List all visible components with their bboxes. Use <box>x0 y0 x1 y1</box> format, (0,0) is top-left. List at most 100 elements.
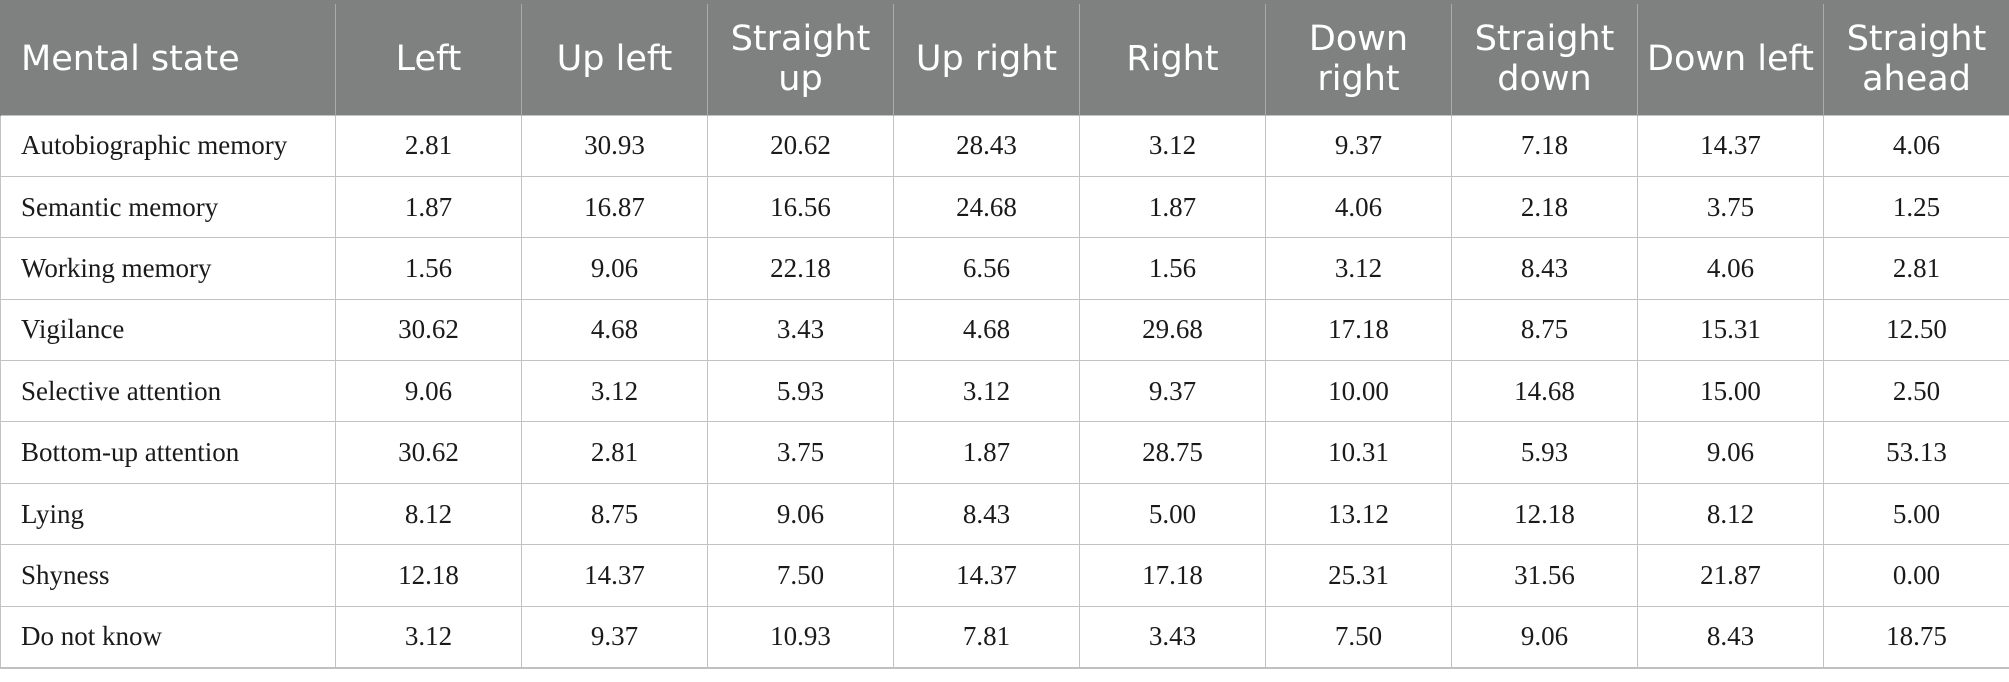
table-cell: 9.06 <box>707 482 894 546</box>
table-row: Bottom-up attention 30.62 2.81 3.75 1.87… <box>0 421 2009 484</box>
row-label: Vigilance <box>0 298 336 362</box>
table-row: Vigilance 30.62 4.68 3.43 4.68 29.68 17.… <box>0 298 2009 362</box>
table-cell: 12.18 <box>335 544 522 607</box>
header-down-left: Down left <box>1637 0 1824 115</box>
table-cell: 8.43 <box>1637 605 1824 669</box>
table-cell: 20.62 <box>707 114 894 177</box>
row-label: Autobiographic memory <box>0 114 336 177</box>
table-cell: 1.56 <box>1079 237 1266 300</box>
table-cell: 17.18 <box>1265 298 1452 362</box>
table-cell: 29.68 <box>1079 298 1266 362</box>
table-body: Autobiographic memory 2.81 30.93 20.62 2… <box>0 114 2009 669</box>
header-straight-ahead: Straight ahead <box>1823 0 2009 115</box>
table-cell: 10.93 <box>707 605 894 669</box>
table-cell: 3.75 <box>707 421 894 484</box>
table-cell: 7.81 <box>893 605 1080 669</box>
table-cell: 1.87 <box>893 421 1080 484</box>
row-label: Selective attention <box>0 360 336 423</box>
header-straight-up: Straight up <box>707 0 894 115</box>
table-cell: 8.43 <box>1451 237 1638 300</box>
table-row: Do not know 3.12 9.37 10.93 7.81 3.43 7.… <box>0 605 2009 669</box>
table-cell: 8.12 <box>1637 482 1824 546</box>
table-cell: 22.18 <box>707 237 894 300</box>
table-cell: 8.75 <box>521 482 708 546</box>
table-header: Mental state Left Up left Straight up Up… <box>0 0 2009 115</box>
table-cell: 14.37 <box>521 544 708 607</box>
table-cell: 5.00 <box>1079 482 1266 546</box>
header-right: Right <box>1079 0 1266 115</box>
table-cell: 9.37 <box>1265 114 1452 177</box>
table-cell: 24.68 <box>893 175 1080 239</box>
header-left: Left <box>335 0 522 115</box>
table-cell: 7.50 <box>1265 605 1452 669</box>
table-cell: 30.93 <box>521 114 708 177</box>
row-label: Shyness <box>0 544 336 607</box>
table-cell: 14.37 <box>893 544 1080 607</box>
table-cell: 12.18 <box>1451 482 1638 546</box>
table-cell: 8.12 <box>335 482 522 546</box>
table-cell: 10.00 <box>1265 360 1452 423</box>
header-up-left: Up left <box>521 0 708 115</box>
row-label: Do not know <box>0 605 336 669</box>
table-cell: 8.75 <box>1451 298 1638 362</box>
table-cell: 4.06 <box>1823 114 2009 177</box>
table-cell: 15.31 <box>1637 298 1824 362</box>
table-cell: 3.43 <box>1079 605 1266 669</box>
table-cell: 5.93 <box>1451 421 1638 484</box>
row-label: Working memory <box>0 237 336 300</box>
table-cell: 2.81 <box>335 114 522 177</box>
table-row: Lying 8.12 8.75 9.06 8.43 5.00 13.12 12.… <box>0 482 2009 546</box>
table-cell: 28.75 <box>1079 421 1266 484</box>
table-cell: 3.43 <box>707 298 894 362</box>
table-cell: 8.43 <box>893 482 1080 546</box>
table-cell: 16.87 <box>521 175 708 239</box>
table-cell: 3.12 <box>521 360 708 423</box>
table-cell: 28.43 <box>893 114 1080 177</box>
table-cell: 25.31 <box>1265 544 1452 607</box>
table-cell: 1.87 <box>335 175 522 239</box>
table-cell: 10.31 <box>1265 421 1452 484</box>
table-cell: 3.12 <box>893 360 1080 423</box>
table-row: Working memory 1.56 9.06 22.18 6.56 1.56… <box>0 237 2009 300</box>
header-row: Mental state Left Up left Straight up Up… <box>0 0 2009 115</box>
table-cell: 9.37 <box>1079 360 1266 423</box>
table-cell: 7.50 <box>707 544 894 607</box>
header-mental-state: Mental state <box>0 0 336 115</box>
table-cell: 12.50 <box>1823 298 2009 362</box>
table-cell: 15.00 <box>1637 360 1824 423</box>
table-cell: 4.68 <box>521 298 708 362</box>
table-cell: 30.62 <box>335 421 522 484</box>
table-cell: 4.68 <box>893 298 1080 362</box>
table-cell: 30.62 <box>335 298 522 362</box>
row-label: Bottom-up attention <box>0 421 336 484</box>
table-cell: 3.12 <box>1079 114 1266 177</box>
table-cell: 4.06 <box>1637 237 1824 300</box>
table-cell: 1.56 <box>335 237 522 300</box>
table-cell: 2.81 <box>1823 237 2009 300</box>
table-cell: 9.06 <box>1637 421 1824 484</box>
table-cell: 2.18 <box>1451 175 1638 239</box>
table-cell: 18.75 <box>1823 605 2009 669</box>
table-cell: 5.00 <box>1823 482 2009 546</box>
table-row: Shyness 12.18 14.37 7.50 14.37 17.18 25.… <box>0 544 2009 607</box>
table-cell: 6.56 <box>893 237 1080 300</box>
table-cell: 1.25 <box>1823 175 2009 239</box>
header-down-right: Down right <box>1265 0 1452 115</box>
table-cell: 14.37 <box>1637 114 1824 177</box>
table-cell: 3.12 <box>335 605 522 669</box>
table-cell: 2.81 <box>521 421 708 484</box>
table-cell: 9.06 <box>521 237 708 300</box>
table-cell: 5.93 <box>707 360 894 423</box>
row-label: Lying <box>0 482 336 546</box>
table-cell: 9.06 <box>335 360 522 423</box>
table-cell: 3.12 <box>1265 237 1452 300</box>
table-cell: 4.06 <box>1265 175 1452 239</box>
table-cell: 17.18 <box>1079 544 1266 607</box>
table-cell: 31.56 <box>1451 544 1638 607</box>
table-cell: 2.50 <box>1823 360 2009 423</box>
header-up-right: Up right <box>893 0 1080 115</box>
table-cell: 13.12 <box>1265 482 1452 546</box>
table-cell: 21.87 <box>1637 544 1824 607</box>
